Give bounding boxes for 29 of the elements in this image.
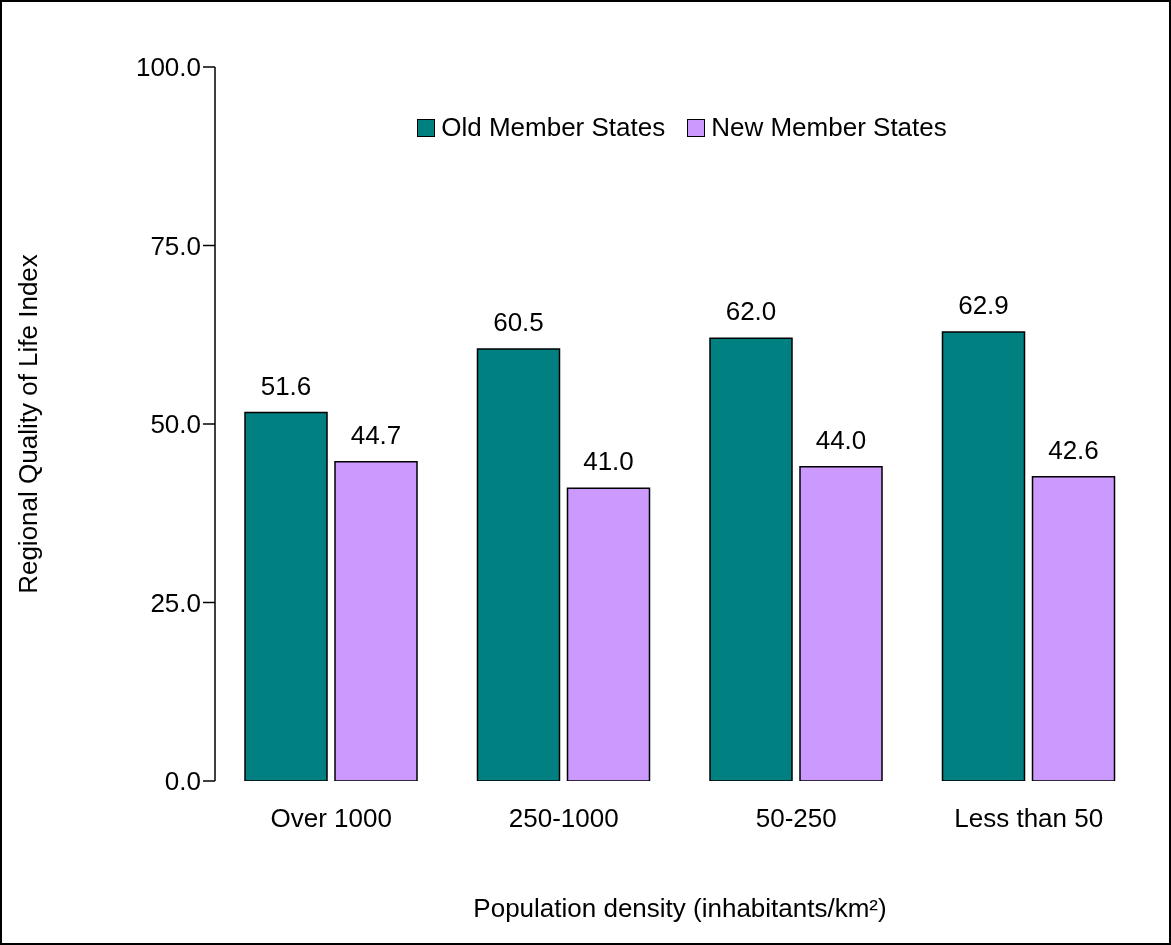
bar <box>244 411 328 781</box>
data-label: 60.5 <box>493 307 544 338</box>
legend-label: New Member States <box>711 112 947 143</box>
bar <box>941 331 1026 781</box>
legend-label: Old Member States <box>441 112 666 143</box>
data-label: 41.0 <box>583 446 634 477</box>
bar <box>476 348 561 781</box>
y-tick-label: 0.0 <box>164 766 201 797</box>
y-tick-label: 100.0 <box>135 52 201 83</box>
y-axis-title: Regional Quality of Life Index <box>13 254 44 594</box>
x-tick-label: 50-250 <box>755 803 837 834</box>
data-label: 42.6 <box>1048 434 1099 465</box>
bar <box>799 466 883 781</box>
data-label: 44.7 <box>350 419 402 450</box>
bar <box>566 487 651 781</box>
bar <box>1031 476 1116 781</box>
data-label: 62.0 <box>725 296 777 327</box>
x-axis-title: Population density (inhabitants/km²) <box>473 893 887 923</box>
y-tick-label: 75.0 <box>150 230 201 261</box>
y-tick-label: 25.0 <box>150 587 201 618</box>
data-label: 51.6 <box>260 370 312 401</box>
x-tick-label: Over 1000 <box>270 803 392 834</box>
bar <box>334 461 418 781</box>
x-tick-label: 250-1000 <box>508 803 619 834</box>
y-tick-label: 50.0 <box>150 409 201 440</box>
data-label: 62.9 <box>958 289 1009 320</box>
bar <box>709 337 793 781</box>
x-tick-label: Less than 50 <box>954 803 1104 834</box>
data-label: 44.0 <box>815 424 867 455</box>
